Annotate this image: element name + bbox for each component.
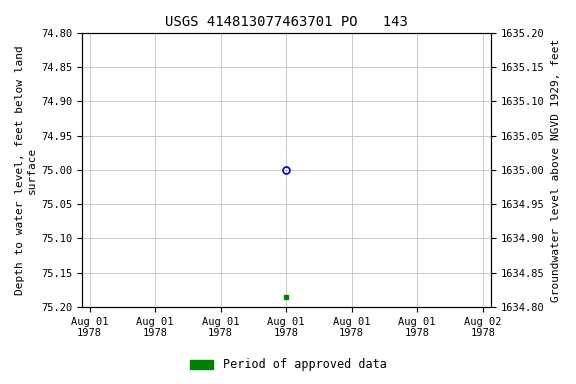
Legend: Period of approved data: Period of approved data xyxy=(185,354,391,376)
Title: USGS 414813077463701 PO   143: USGS 414813077463701 PO 143 xyxy=(165,15,408,29)
Y-axis label: Depth to water level, feet below land
surface: Depth to water level, feet below land su… xyxy=(15,45,37,295)
Y-axis label: Groundwater level above NGVD 1929, feet: Groundwater level above NGVD 1929, feet xyxy=(551,38,561,301)
